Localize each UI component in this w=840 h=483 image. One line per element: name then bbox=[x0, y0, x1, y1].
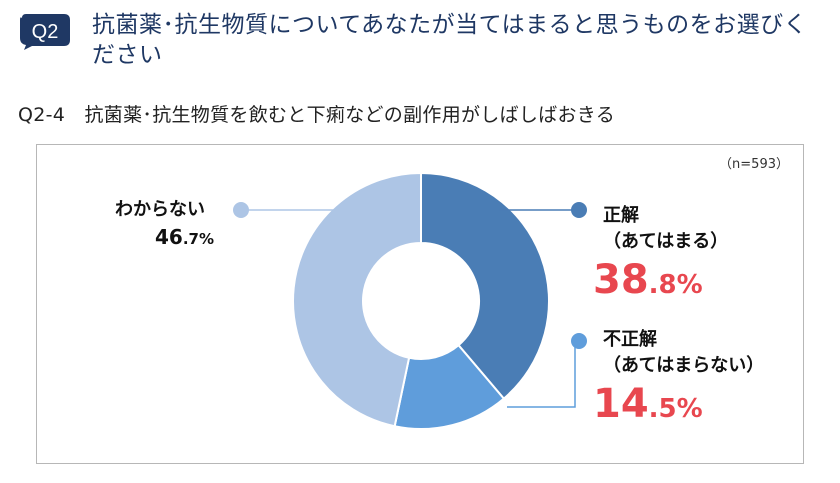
label-correct: 正解 （あてはまる） bbox=[603, 203, 728, 255]
sub-question: Q2-4 抗菌薬･抗生物質を飲むと下痢などの副作用がしばしばおきる bbox=[18, 104, 616, 126]
leader-unknown-marker bbox=[233, 202, 249, 218]
pct-incorrect: 14.5% bbox=[593, 381, 703, 427]
question-text: 抗菌薬･抗生物質についてあなたが当てはまると思うものをお選びください bbox=[92, 12, 808, 68]
pct-incorrect-dec: .5% bbox=[648, 394, 703, 424]
label-incorrect-sub: （あてはまらない） bbox=[603, 355, 765, 376]
donut-chart bbox=[233, 171, 587, 430]
pct-incorrect-int: 14 bbox=[593, 381, 649, 427]
label-unknown-name: わからない bbox=[115, 199, 205, 220]
label-correct-sub: （あてはまる） bbox=[603, 231, 729, 252]
pct-unknown-dec: .7% bbox=[182, 230, 215, 248]
badge-label: Q2 bbox=[32, 21, 59, 43]
pct-unknown-int: 46 bbox=[155, 225, 183, 249]
leader-incorrect bbox=[507, 343, 576, 408]
label-incorrect-name: 不正解 bbox=[603, 329, 657, 350]
donut-slice-unknown bbox=[292, 171, 422, 428]
label-unknown: わからない bbox=[115, 197, 205, 223]
pct-correct-dec: .8% bbox=[648, 270, 703, 300]
pct-unknown: 46.7% bbox=[155, 225, 214, 249]
question-badge: Q2 bbox=[16, 12, 74, 50]
sample-size: （n=593） bbox=[719, 157, 789, 172]
chart-panel: （n=593） 正解 （あてはまる） 38.8% 不正解 （あてはまらない） 1… bbox=[36, 144, 804, 464]
pct-correct: 38.8% bbox=[593, 257, 703, 303]
leader-correct-marker bbox=[571, 202, 587, 218]
label-incorrect: 不正解 （あてはまらない） bbox=[603, 327, 764, 379]
label-correct-name: 正解 bbox=[603, 205, 639, 226]
donut-slice-correct bbox=[420, 171, 550, 401]
leader-incorrect-marker bbox=[571, 333, 587, 349]
pct-correct-int: 38 bbox=[593, 257, 649, 303]
